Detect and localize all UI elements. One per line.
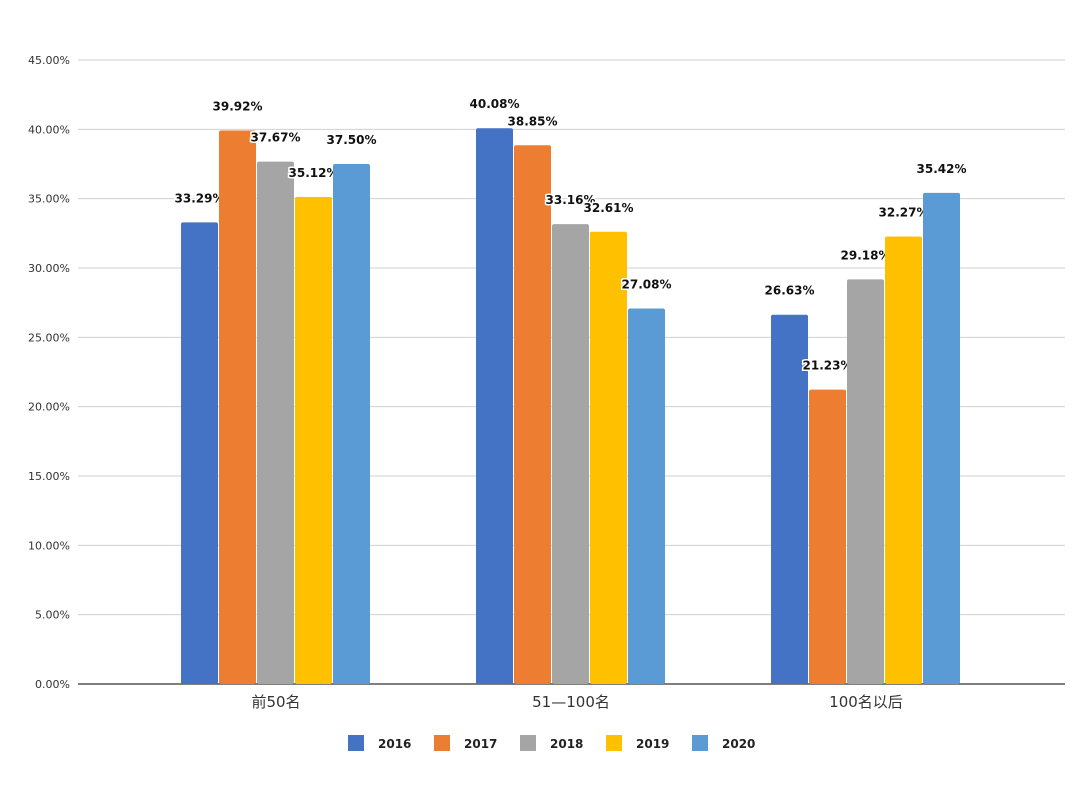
data-label: 37.67% xyxy=(251,131,301,145)
legend-swatch-2017 xyxy=(434,735,450,751)
legend-label: 2017 xyxy=(464,737,497,751)
bar-2018 xyxy=(257,161,294,684)
y-tick-label: 5.00% xyxy=(35,609,70,622)
data-label: 35.42% xyxy=(917,162,967,176)
data-label: 29.18% xyxy=(841,248,891,262)
bar-2018 xyxy=(552,224,589,684)
data-label: 21.23% xyxy=(803,359,853,373)
y-tick-label: 0.00% xyxy=(35,678,70,691)
y-tick-label: 25.00% xyxy=(28,331,70,344)
data-label: 32.61% xyxy=(584,201,634,215)
legend-swatch-2020 xyxy=(692,735,708,751)
y-tick-label: 35.00% xyxy=(28,193,70,206)
bar-2016 xyxy=(476,128,513,684)
bar-2019 xyxy=(295,197,332,684)
data-label: 37.50% xyxy=(327,133,377,147)
bar-2017 xyxy=(809,389,846,684)
y-tick-label: 20.00% xyxy=(28,401,70,414)
data-label: 39.92% xyxy=(213,99,263,113)
bar-2020 xyxy=(333,164,370,684)
legend-swatch-2019 xyxy=(606,735,622,751)
legend-label: 2016 xyxy=(378,737,411,751)
bar-2016 xyxy=(771,314,808,684)
bar-2019 xyxy=(885,236,922,685)
data-label: 33.29% xyxy=(175,191,225,205)
bar-2020 xyxy=(628,308,665,684)
y-tick-label: 40.00% xyxy=(28,123,70,136)
data-label: 38.85% xyxy=(508,114,558,128)
x-category-label: 100名以后 xyxy=(829,693,903,711)
x-category-label: 51—100名 xyxy=(532,693,610,711)
bar-2016 xyxy=(181,222,218,684)
data-label: 26.63% xyxy=(765,284,815,298)
y-tick-label: 45.00% xyxy=(28,54,70,67)
bar-2019 xyxy=(590,231,627,685)
data-label: 27.08% xyxy=(622,277,672,291)
y-tick-label: 10.00% xyxy=(28,539,70,552)
x-category-label: 前50名 xyxy=(251,693,300,711)
y-tick-label: 15.00% xyxy=(28,470,70,483)
y-tick-label: 30.00% xyxy=(28,262,70,275)
bar-2020 xyxy=(923,192,960,685)
data-label: 33.16% xyxy=(546,193,596,207)
data-label: 40.08% xyxy=(470,97,520,111)
legend-label: 2018 xyxy=(550,737,583,751)
data-label: 32.27% xyxy=(879,206,929,220)
legend-swatch-2016 xyxy=(348,735,364,751)
bar-2017 xyxy=(514,145,551,684)
legend-swatch-2018 xyxy=(520,735,536,751)
bar-2018 xyxy=(847,279,884,684)
legend-label: 2020 xyxy=(722,737,755,751)
bar-2017 xyxy=(219,130,256,684)
legend-label: 2019 xyxy=(636,737,669,751)
data-label: 35.12% xyxy=(289,166,339,180)
